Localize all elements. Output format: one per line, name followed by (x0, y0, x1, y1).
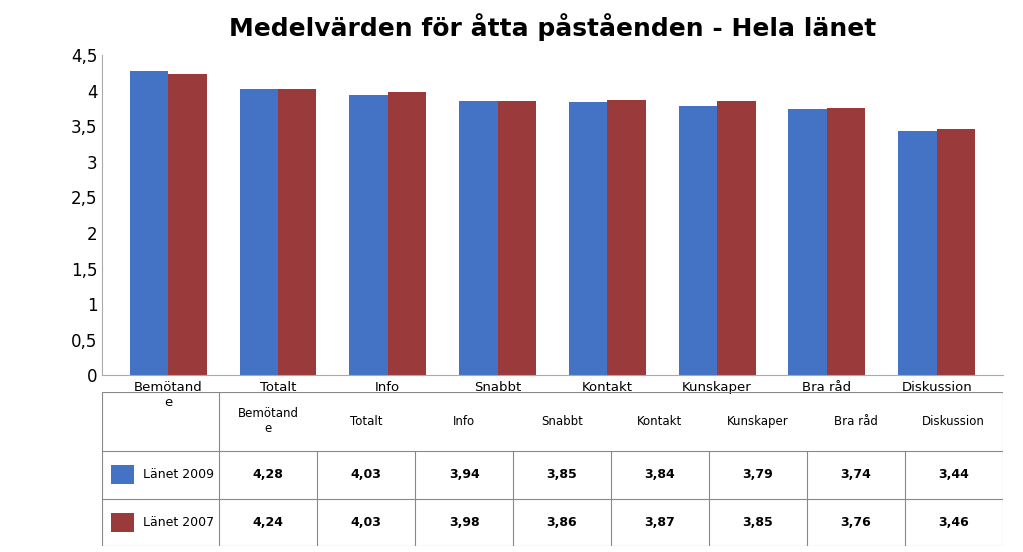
Text: 3,85: 3,85 (546, 468, 577, 481)
Bar (608, 100, 646, 375)
Text: 3,74: 3,74 (840, 468, 872, 481)
Text: 3,46: 3,46 (938, 516, 969, 529)
Bar (112, 513, 134, 532)
Bar (569, 102, 608, 375)
Text: 4,03: 4,03 (351, 516, 382, 529)
Bar (937, 129, 975, 375)
Text: Länet 2009: Länet 2009 (143, 468, 214, 481)
Bar (789, 109, 827, 375)
Bar (239, 89, 278, 375)
Bar (717, 102, 756, 375)
Bar (898, 131, 937, 375)
Text: 3,86: 3,86 (546, 516, 577, 529)
Text: 4,28: 4,28 (253, 468, 283, 481)
Bar (388, 92, 427, 375)
Text: Bra råd: Bra råd (834, 415, 878, 428)
Bar (278, 89, 316, 375)
Text: 3,79: 3,79 (743, 468, 773, 481)
Text: Diskussion: Diskussion (922, 415, 985, 428)
Text: 3,94: 3,94 (449, 468, 480, 481)
Text: 3,84: 3,84 (644, 468, 675, 481)
Bar (497, 100, 536, 375)
Bar (459, 102, 497, 375)
Text: 3,87: 3,87 (644, 516, 675, 529)
Text: 4,03: 4,03 (351, 468, 382, 481)
Text: 3,85: 3,85 (743, 516, 773, 529)
Bar (168, 74, 207, 375)
Text: 3,98: 3,98 (449, 516, 480, 529)
Text: Totalt: Totalt (350, 415, 383, 428)
Text: 3,76: 3,76 (840, 516, 871, 529)
Title: Medelvärden för åtta påståenden - Hela länet: Medelvärden för åtta påståenden - Hela l… (229, 13, 876, 41)
Text: 4,24: 4,24 (253, 516, 283, 529)
Bar (112, 465, 134, 484)
Text: 3,44: 3,44 (938, 468, 969, 481)
Text: Kunskaper: Kunskaper (727, 415, 789, 428)
Bar (827, 108, 865, 375)
Text: Länet 2007: Länet 2007 (143, 516, 214, 529)
Bar (130, 71, 168, 375)
Bar (678, 106, 717, 375)
Text: Kontakt: Kontakt (637, 415, 682, 428)
Text: Info: Info (453, 415, 475, 428)
Text: Snabbt: Snabbt (541, 415, 583, 428)
Text: Bemötand
e: Bemötand e (237, 407, 299, 436)
Bar (349, 95, 388, 375)
